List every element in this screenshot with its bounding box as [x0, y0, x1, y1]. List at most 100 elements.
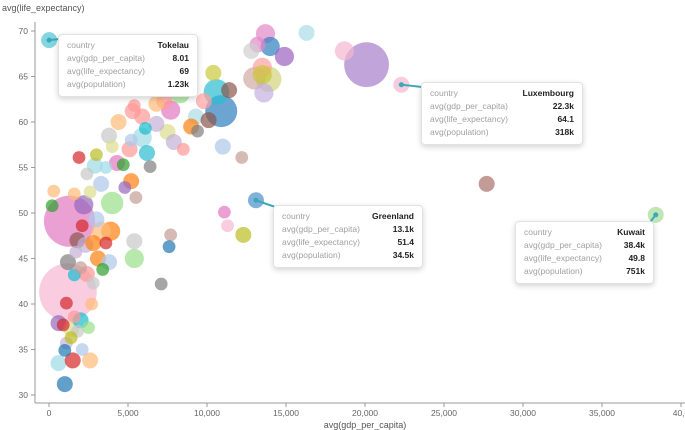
- data-point[interactable]: [243, 43, 260, 60]
- tooltip-pointer-dot: [46, 37, 52, 43]
- y-tick-label: 40: [19, 299, 29, 309]
- data-point[interactable]: [101, 127, 118, 144]
- data-point[interactable]: [124, 133, 138, 147]
- data-point[interactable]: [69, 245, 83, 259]
- data-point[interactable]: [75, 219, 89, 233]
- data-point[interactable]: [93, 175, 110, 192]
- data-point[interactable]: [59, 296, 73, 310]
- data-point[interactable]: [82, 321, 95, 335]
- tooltip-row: country Luxembourg: [430, 87, 574, 100]
- x-tick-label: 5,000: [117, 408, 139, 418]
- tooltip-key: avg(population): [430, 127, 489, 137]
- data-point[interactable]: [86, 276, 100, 290]
- data-point[interactable]: [72, 151, 86, 164]
- data-point[interactable]: [82, 352, 99, 369]
- y-tick-label: 55: [19, 163, 29, 173]
- data-point[interactable]: [221, 82, 238, 99]
- x-tick-label: 30,000: [510, 408, 536, 418]
- data-point[interactable]: [124, 248, 144, 269]
- data-point[interactable]: [235, 226, 252, 243]
- data-point[interactable]: [217, 205, 231, 219]
- data-point[interactable]: [344, 42, 389, 88]
- data-point[interactable]: [127, 99, 141, 113]
- y-tick-label: 65: [19, 72, 29, 82]
- data-point[interactable]: [99, 161, 113, 174]
- data-point[interactable]: [110, 114, 127, 130]
- data-point[interactable]: [47, 184, 61, 198]
- x-tick-label: 40,0: [673, 408, 685, 418]
- x-tick-label: 35,000: [589, 408, 615, 418]
- tooltip-key: avg(gdp_per_capita): [67, 53, 145, 63]
- data-point[interactable]: [195, 93, 212, 110]
- points-layer: [39, 24, 664, 393]
- data-point[interactable]: [200, 112, 217, 129]
- data-point[interactable]: [101, 191, 124, 215]
- data-point[interactable]: [126, 233, 143, 250]
- tooltip-value: 38.4k: [623, 240, 645, 250]
- data-point[interactable]: [205, 64, 222, 81]
- data-point[interactable]: [74, 261, 87, 274]
- data-point[interactable]: [176, 142, 190, 156]
- tooltip-row: avg(population) 34.5k: [282, 249, 414, 262]
- tooltip-row: avg(population) 751k: [524, 265, 645, 278]
- data-point[interactable]: [214, 138, 231, 155]
- data-point[interactable]: [254, 83, 274, 103]
- data-point[interactable]: [298, 24, 315, 41]
- data-point[interactable]: [88, 211, 105, 228]
- data-point[interactable]: [74, 195, 94, 215]
- data-point[interactable]: [64, 352, 81, 369]
- data-point[interactable]: [99, 236, 113, 250]
- y-tick-label: 30: [19, 390, 29, 400]
- data-point[interactable]: [148, 95, 165, 112]
- data-point[interactable]: [67, 310, 81, 324]
- tooltip-key: avg(life_expectancy): [524, 253, 602, 263]
- data-point[interactable]: [138, 144, 155, 161]
- data-point[interactable]: [221, 219, 234, 233]
- data-point[interactable]: [96, 263, 110, 276]
- data-point[interactable]: [334, 41, 355, 61]
- data-point[interactable]: [59, 254, 76, 271]
- data-point[interactable]: [56, 318, 70, 332]
- data-point[interactable]: [148, 115, 165, 132]
- data-point[interactable]: [138, 121, 152, 135]
- data-point[interactable]: [64, 331, 78, 345]
- tooltip-key: avg(gdp_per_capita): [282, 224, 360, 234]
- data-point[interactable]: [83, 185, 97, 199]
- data-point[interactable]: [118, 181, 132, 194]
- data-point[interactable]: [90, 148, 103, 162]
- data-point[interactable]: [143, 160, 157, 173]
- data-point[interactable]: [67, 187, 81, 201]
- x-tick-label: 15,000: [273, 408, 299, 418]
- data-point[interactable]: [58, 344, 72, 357]
- data-point[interactable]: [154, 277, 168, 291]
- data-point[interactable]: [75, 343, 89, 356]
- tooltip-row: avg(life_expectancy) 51.4: [282, 236, 414, 249]
- data-point[interactable]: [274, 46, 295, 67]
- data-point[interactable]: [105, 140, 119, 153]
- tooltip-value: Kuwait: [617, 227, 645, 237]
- data-point[interactable]: [116, 158, 130, 172]
- data-point[interactable]: [85, 235, 102, 252]
- tooltip-key: country: [524, 227, 552, 237]
- data-point[interactable]: [162, 240, 176, 254]
- data-point[interactable]: [164, 228, 178, 242]
- tooltip-key: avg(population): [282, 250, 341, 260]
- data-point[interactable]: [191, 124, 204, 138]
- data-point[interactable]: [134, 108, 151, 125]
- x-tick-label: 0: [47, 408, 52, 418]
- data-point[interactable]: [50, 355, 67, 372]
- tooltip-kuwait: country Kuwait avg(gdp_per_capita) 38.4k avg…: [515, 221, 654, 284]
- data-point[interactable]: [252, 65, 272, 85]
- data-point[interactable]: [45, 199, 59, 213]
- data-point[interactable]: [80, 167, 94, 181]
- data-point[interactable]: [85, 297, 99, 311]
- data-point[interactable]: [478, 175, 495, 192]
- tooltip-value: Luxembourg: [522, 88, 574, 98]
- data-point[interactable]: [235, 151, 249, 164]
- data-point[interactable]: [260, 36, 280, 57]
- y-tick-label: 50: [19, 208, 29, 218]
- tooltip-value: 49.8: [628, 253, 645, 263]
- data-point[interactable]: [129, 191, 143, 204]
- data-point[interactable]: [56, 376, 73, 393]
